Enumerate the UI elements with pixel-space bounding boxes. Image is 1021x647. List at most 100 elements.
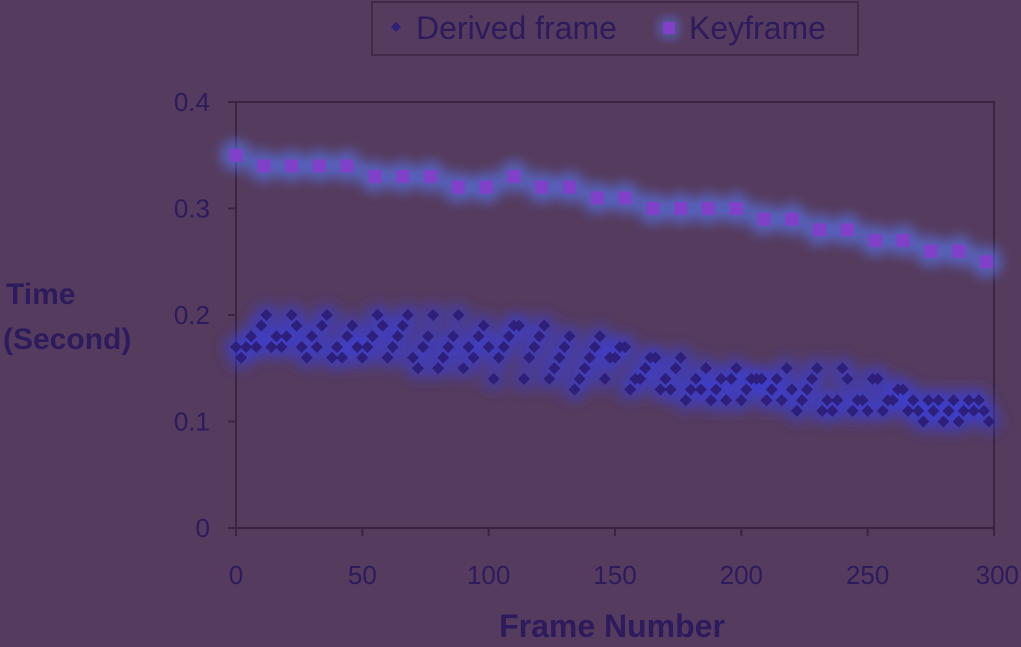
derived-frame-point (492, 351, 505, 364)
derived-frame-point (664, 383, 677, 396)
derived-frame-point (917, 415, 930, 428)
derived-frame-point (826, 404, 839, 417)
derived-frame-point (886, 394, 899, 407)
derived-frame-point (669, 362, 682, 375)
x-tick-label: 250 (846, 560, 889, 590)
derived-frame-point (876, 404, 889, 417)
derived-frame-point (422, 330, 435, 343)
derived-frame-point (270, 330, 283, 343)
derived-frame-point (957, 404, 970, 417)
derived-frame-point (912, 404, 925, 417)
derived-frame-point (518, 372, 531, 385)
keyframe-point (618, 191, 632, 205)
y-axis-title-line1: Time (6, 278, 75, 311)
derived-frame-point (790, 404, 803, 417)
derived-frame-point (927, 404, 940, 417)
derived-frame-point (331, 340, 344, 353)
keyframe-point (479, 180, 493, 194)
legend-box (371, 1, 859, 56)
derived-frame-point (427, 309, 440, 321)
derived-frame-point (907, 394, 920, 407)
derived-frame-point (760, 394, 773, 407)
keyframe-point (674, 202, 688, 215)
derived-frame-point (735, 394, 748, 407)
derived-frame-point (482, 340, 495, 353)
derived-frame-point (967, 404, 980, 417)
keyframe-point (257, 159, 271, 173)
derived-frame-point (583, 351, 596, 364)
derived-frame-point (245, 330, 258, 343)
derived-frame-point (467, 351, 480, 364)
derived-frame-point (634, 372, 647, 385)
keyframe-point (285, 159, 299, 173)
x-tick-label: 100 (467, 560, 510, 590)
derived-frame-point (801, 383, 814, 396)
derived-frame-point (497, 340, 510, 353)
derived-frame-point (598, 372, 611, 385)
derived-frame-point (897, 383, 910, 396)
derived-frame-point (315, 319, 328, 332)
derived-frame-point (730, 362, 743, 375)
derived-frame-point (775, 394, 788, 407)
y-tick-label: 0.2 (174, 300, 210, 330)
derived-frame-point (487, 372, 500, 385)
keyframe-point (868, 233, 882, 247)
derived-frame-point (235, 351, 248, 364)
derived-frame-point (391, 330, 404, 343)
derived-frame-point (437, 351, 450, 364)
keyframe-point (813, 223, 827, 237)
derived-frame-point (922, 394, 935, 407)
legend-diamond-marker (391, 22, 401, 32)
derived-frame-point (568, 383, 581, 396)
derived-frame-point (806, 372, 819, 385)
derived-frame-point (336, 351, 349, 364)
derived-frame-point (310, 340, 323, 353)
derived-frame-point (609, 351, 621, 364)
x-tick-label: 150 (593, 560, 636, 590)
derived-frame-point (856, 394, 869, 407)
legend-item-derived-frame: Derived frame (391, 10, 617, 46)
derived-frame-point (871, 372, 884, 385)
derived-frame-point (533, 330, 546, 343)
derived-frame-point (593, 330, 606, 343)
legend-label-derived-frame: Derived frame (416, 10, 617, 46)
keyframe-point (507, 170, 521, 184)
keyframe-point (340, 159, 354, 173)
x-tick-label: 200 (720, 560, 763, 590)
x-tick-label: 300 (976, 560, 1019, 590)
derived-frame-point (401, 309, 414, 321)
derived-frame-point (558, 340, 571, 353)
derived-frame-point (846, 404, 859, 417)
x-axis-title: Frame Number (499, 608, 725, 642)
derived-frame-point (674, 351, 687, 364)
derived-frame-point (624, 383, 637, 396)
derived-frame-point (371, 309, 384, 321)
derived-frame-point (699, 362, 712, 375)
keyframe-point (535, 180, 549, 194)
derived-frame-point (573, 372, 586, 385)
derived-frame-point (780, 362, 793, 375)
derived-frame-point (962, 394, 975, 407)
derived-frame-point (411, 362, 424, 375)
derived-frame-point (442, 340, 455, 353)
derived-frame-point (937, 415, 950, 428)
derived-frame-point (694, 383, 707, 396)
keyframe-point (924, 244, 938, 258)
glow-layer (220, 139, 1003, 434)
derived-frame-point (831, 394, 844, 407)
y-tick-label: 0.3 (174, 194, 210, 224)
derived-frame-point (588, 340, 601, 353)
derived-frame-point (346, 319, 359, 332)
derived-frame-point (386, 340, 399, 353)
derived-frame-point (280, 330, 293, 343)
derived-frame-point (462, 340, 475, 353)
keyframe-point (729, 202, 743, 215)
derived-frame-point (947, 394, 960, 407)
derived-frame-point (578, 362, 591, 375)
derived-frame-point (452, 309, 465, 321)
derived-frame-point (836, 362, 849, 375)
derived-frame-point (705, 394, 718, 407)
derived-frame-point (326, 351, 339, 364)
